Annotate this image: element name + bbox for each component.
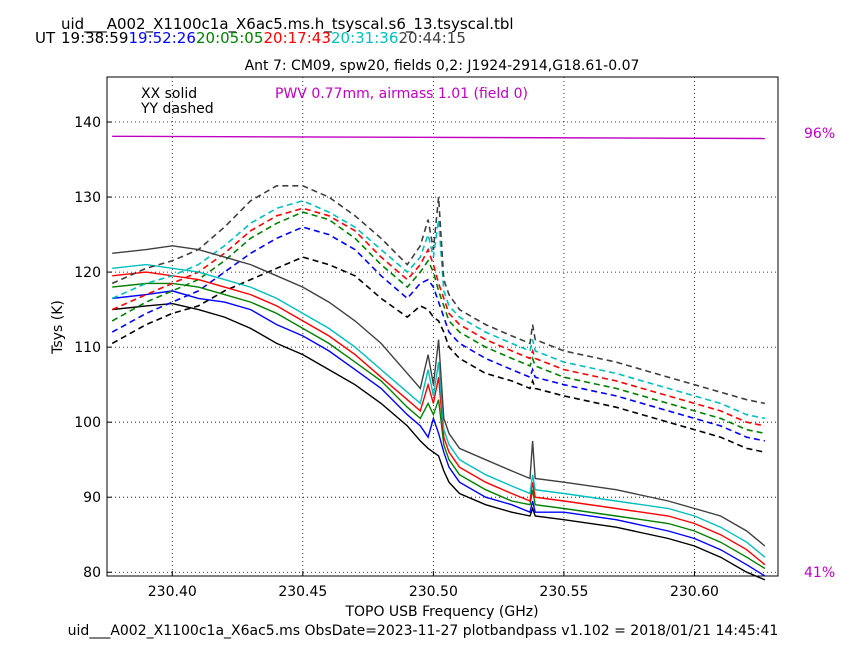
transmission-bottom-label: 41% xyxy=(804,565,835,581)
pwv-annotation: PWV 0.77mm, airmass 1.01 (field 0) xyxy=(275,86,528,102)
ut-time-5: 20:44:15 xyxy=(399,29,466,47)
table-name: uid___A002_X1100c1a_X6ac5.ms.h_tsyscal.s… xyxy=(61,15,514,34)
transmission-top-label: 96% xyxy=(804,126,835,142)
series-1-xx-solid xyxy=(112,290,766,577)
y-axis-label: Tsys (K) xyxy=(50,300,66,355)
y-tick-label: 130 xyxy=(74,190,101,206)
series-2-yy-dashed xyxy=(111,211,766,435)
x-tick-label: 230.40 xyxy=(148,584,197,600)
chart-title: Ant 7: CM09, spw20, fields 0,2: J1924-29… xyxy=(245,58,640,74)
y-tick-label: 100 xyxy=(74,415,101,431)
x-axis-label: TOPO USB Frequency (GHz) xyxy=(344,604,538,620)
y-ticks: 80 90 100 110 120 130 140 xyxy=(74,115,112,581)
series-5-yy-dashed xyxy=(111,185,766,405)
footer-info: uid___A002_X1100c1a_X6ac5.ms ObsDate=202… xyxy=(68,623,779,639)
transmission-line xyxy=(112,135,765,140)
series-3-yy-dashed xyxy=(111,207,766,427)
ut-time-2: 20:05:05 xyxy=(196,29,263,47)
legend-dashed: YY dashed xyxy=(140,101,214,117)
grid-lines xyxy=(107,77,778,576)
x-tick-label: 230.45 xyxy=(278,584,327,600)
ut-time-3: 20:17:43 xyxy=(264,29,331,47)
series-5-xx-solid xyxy=(112,245,766,547)
x-ticks: 230.40 230.45 230.50 230.55 230.60 xyxy=(148,571,719,600)
y-tick-label: 90 xyxy=(83,490,101,506)
y-tick-label: 120 xyxy=(74,265,101,281)
y-tick-label: 80 xyxy=(83,565,101,581)
legend-solid: XX solid xyxy=(141,86,197,102)
series-4-yy-dashed xyxy=(111,199,766,420)
ut-time-1: 19:52:26 xyxy=(129,29,196,47)
ut-label: UT xyxy=(35,29,56,47)
x-tick-label: 230.60 xyxy=(670,584,719,600)
series-1-yy-dashed xyxy=(111,226,766,442)
series-0-yy-dashed xyxy=(111,256,766,453)
y-tick-label: 140 xyxy=(74,115,101,131)
series-0-xx-solid xyxy=(112,302,766,581)
series-3-xx-solid xyxy=(112,271,766,566)
ut-time-0: 19:38:59 xyxy=(61,29,128,47)
y-tick-label: 110 xyxy=(74,340,101,356)
series-lines xyxy=(111,135,766,581)
ut-time-4: 20:31:36 xyxy=(331,29,398,47)
series-2-xx-solid xyxy=(112,282,766,570)
x-tick-label: 230.55 xyxy=(539,584,588,600)
plot-frame xyxy=(106,76,779,577)
x-tick-label: 230.50 xyxy=(409,584,458,600)
ut-times: 19:38:59 19:52:26 20:05:05 20:17:43 20:31:36… xyxy=(61,29,466,47)
series-4-xx-solid xyxy=(112,263,766,558)
